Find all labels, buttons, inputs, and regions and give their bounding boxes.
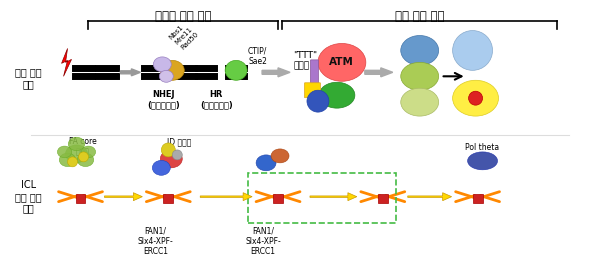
- Ellipse shape: [225, 60, 247, 80]
- Text: CTIP/
Sae2: CTIP/ Sae2: [248, 47, 267, 66]
- Text: Chk1: Chk1: [407, 98, 432, 107]
- Ellipse shape: [256, 155, 276, 171]
- Ellipse shape: [60, 153, 76, 167]
- FancyArrow shape: [200, 193, 252, 201]
- Text: Pol theta: Pol theta: [466, 143, 500, 152]
- Text: Chk2: Chk2: [407, 46, 432, 55]
- Text: 유전자 손상 인지: 유전자 손상 인지: [155, 10, 211, 23]
- Ellipse shape: [160, 60, 184, 80]
- Text: ATR
ATRIP: ATR ATRIP: [323, 87, 350, 106]
- Circle shape: [172, 150, 182, 160]
- Text: 이중 나선
절단: 이중 나선 절단: [15, 68, 42, 89]
- Text: FAN1/
Slx4-XPF-
ERCC1: FAN1/ Slx4-XPF- ERCC1: [245, 226, 281, 256]
- Text: Rad50: Rad50: [181, 31, 200, 50]
- FancyArrow shape: [310, 193, 357, 201]
- Text: HR
(상동재접합): HR (상동재접합): [200, 90, 232, 110]
- FancyBboxPatch shape: [473, 194, 483, 203]
- Ellipse shape: [160, 150, 182, 168]
- Text: NHEJ
(비유사접합): NHEJ (비유사접합): [147, 90, 180, 110]
- Circle shape: [307, 90, 329, 112]
- Ellipse shape: [68, 137, 85, 151]
- Text: ID 복합체: ID 복합체: [167, 137, 192, 146]
- Text: 손상 신호 전달: 손상 신호 전달: [395, 10, 444, 23]
- Text: ATM: ATM: [329, 57, 355, 67]
- Text: p53: p53: [410, 72, 429, 81]
- Ellipse shape: [77, 153, 94, 167]
- Polygon shape: [61, 48, 71, 76]
- Circle shape: [78, 152, 88, 162]
- Ellipse shape: [57, 146, 71, 158]
- Circle shape: [468, 91, 483, 105]
- Ellipse shape: [152, 160, 171, 175]
- Bar: [248, 173, 396, 222]
- Text: "TTT"
샤페론: "TTT" 샤페론: [293, 51, 317, 70]
- FancyBboxPatch shape: [163, 194, 173, 203]
- FancyBboxPatch shape: [304, 83, 320, 98]
- Text: Mre11: Mre11: [174, 26, 194, 45]
- Circle shape: [67, 157, 77, 167]
- Circle shape: [161, 143, 175, 157]
- Ellipse shape: [271, 149, 289, 163]
- FancyBboxPatch shape: [76, 194, 86, 203]
- Text: FA core
복합체: FA core 복합체: [68, 137, 96, 156]
- Ellipse shape: [153, 57, 171, 72]
- Ellipse shape: [81, 146, 96, 158]
- Ellipse shape: [401, 88, 438, 116]
- Text: Nbs1: Nbs1: [168, 24, 185, 41]
- Text: FAN1/
Slx4-XPF-
ERCC1: FAN1/ Slx4-XPF- ERCC1: [137, 226, 173, 256]
- Ellipse shape: [401, 62, 438, 90]
- Ellipse shape: [159, 70, 173, 82]
- Ellipse shape: [65, 145, 87, 163]
- FancyArrow shape: [104, 193, 142, 201]
- FancyBboxPatch shape: [378, 194, 388, 203]
- FancyBboxPatch shape: [310, 60, 319, 89]
- FancyArrow shape: [365, 68, 393, 77]
- FancyArrow shape: [262, 68, 290, 77]
- FancyArrow shape: [408, 193, 451, 201]
- Circle shape: [453, 31, 493, 70]
- Text: ICL
이중 나선
병합: ICL 이중 나선 병합: [15, 180, 42, 213]
- Ellipse shape: [401, 36, 438, 65]
- Ellipse shape: [319, 82, 355, 108]
- Ellipse shape: [453, 80, 499, 116]
- FancyArrow shape: [120, 69, 140, 76]
- FancyBboxPatch shape: [273, 194, 283, 203]
- Ellipse shape: [318, 44, 366, 81]
- Ellipse shape: [468, 152, 497, 170]
